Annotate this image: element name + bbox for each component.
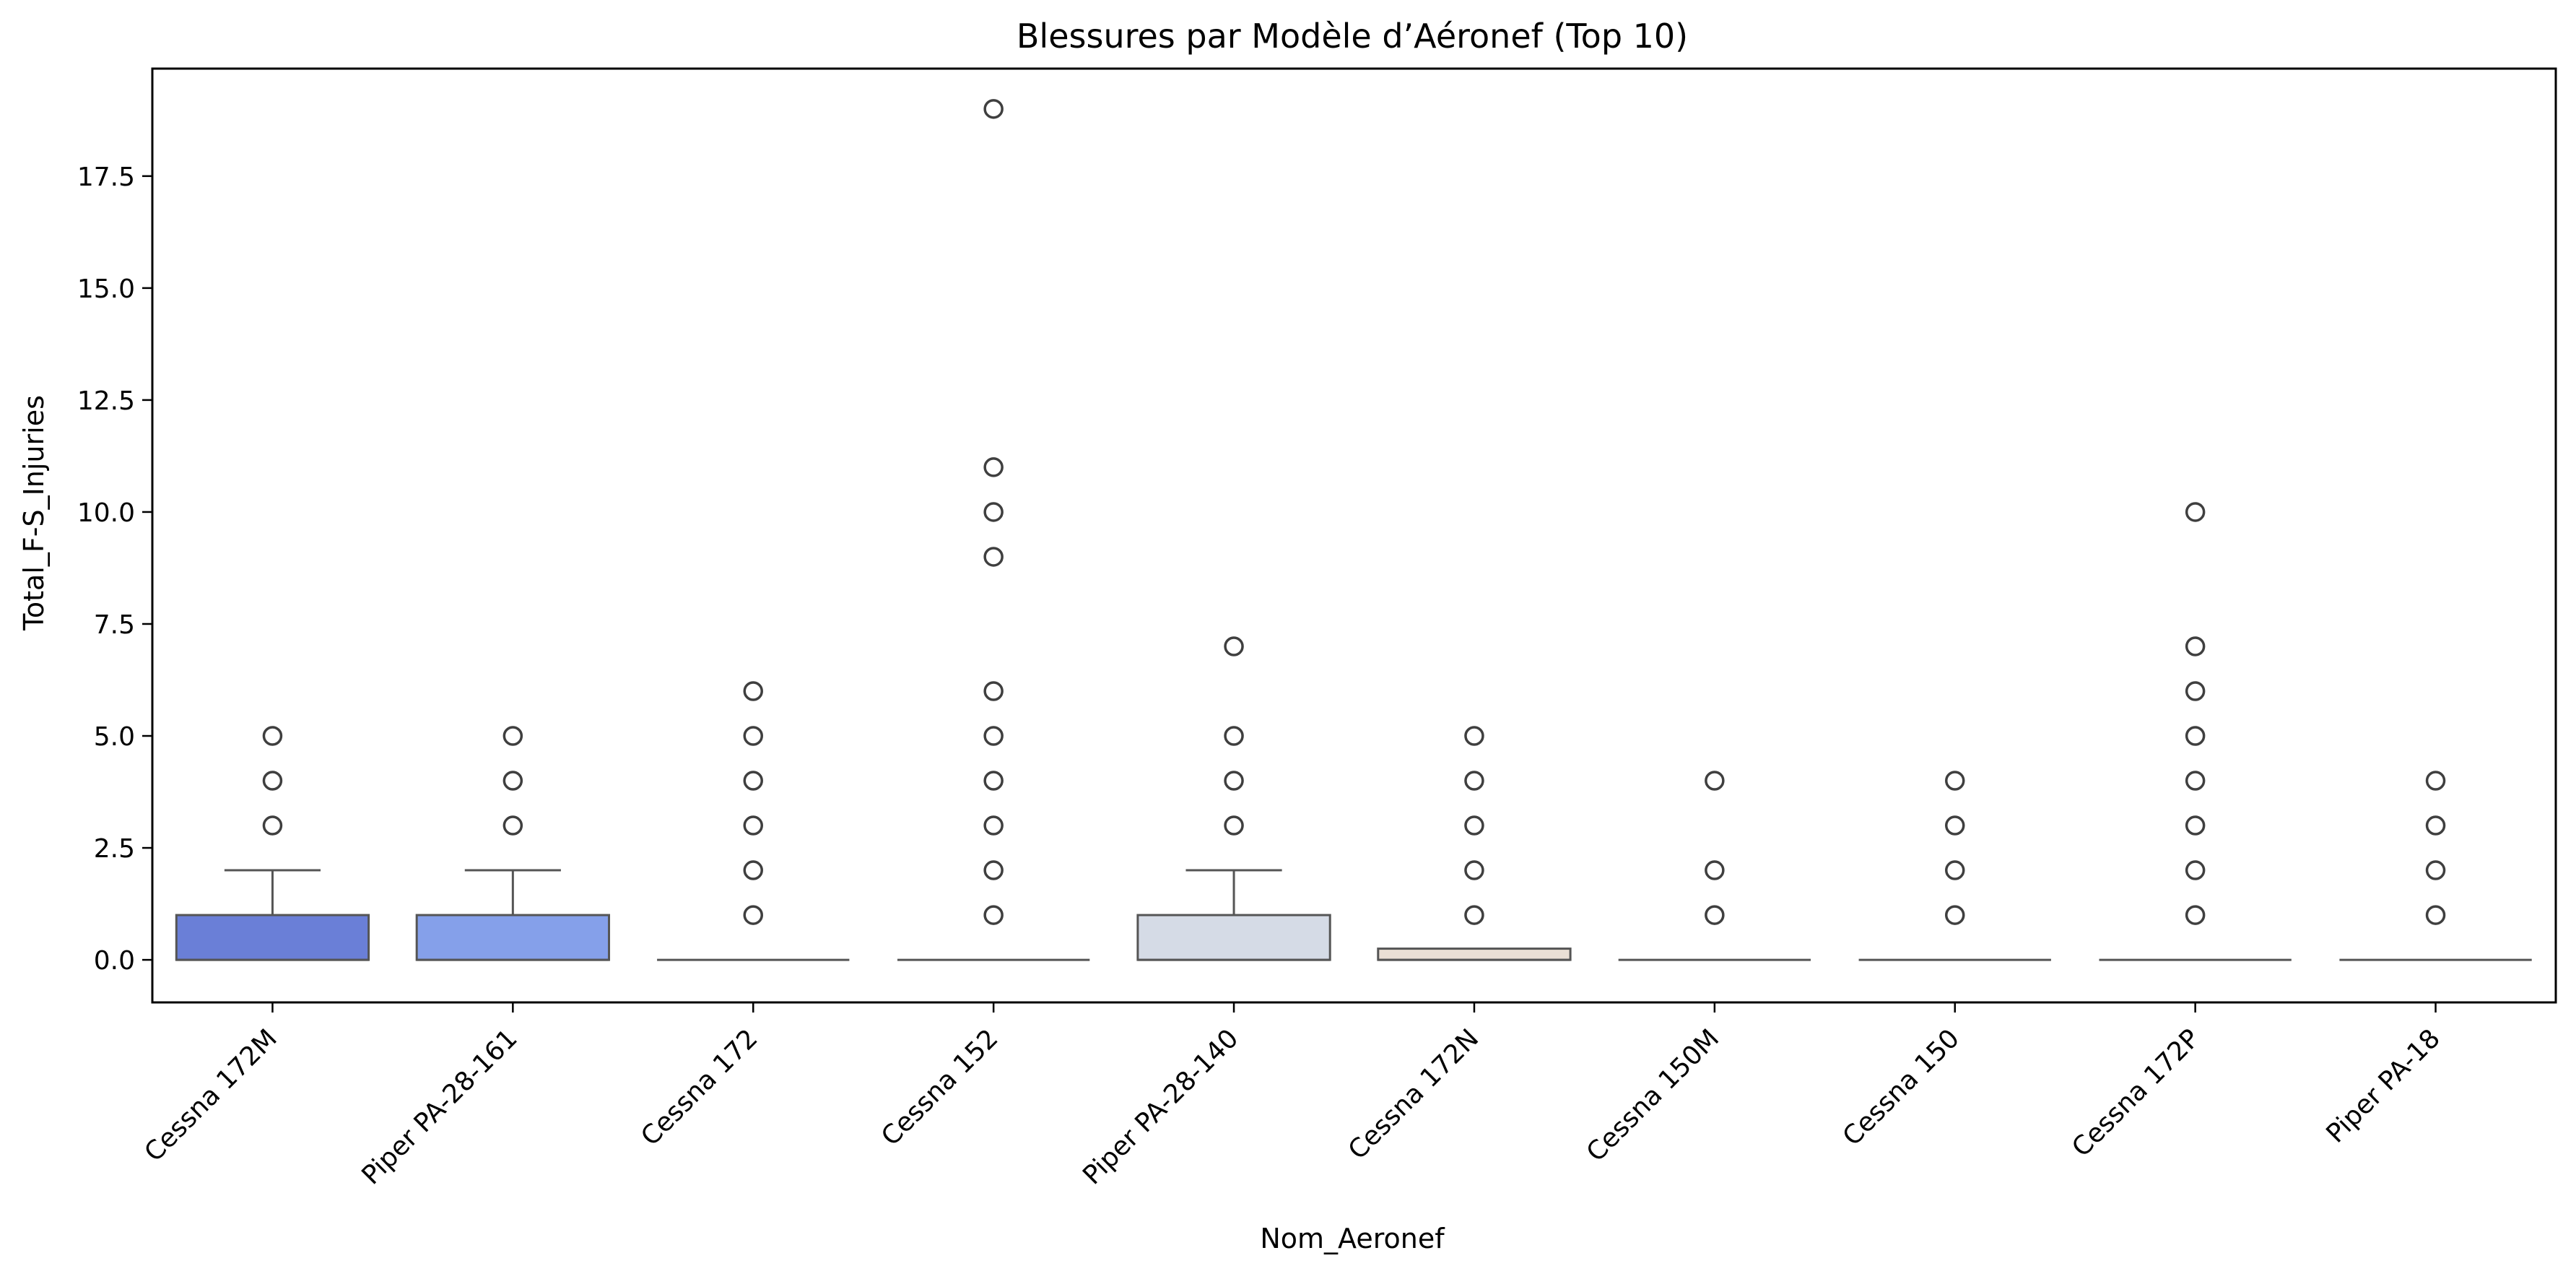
y-tick-label: 17.5 — [77, 162, 135, 192]
outlier-point — [983, 726, 1004, 746]
outlier-point — [2425, 860, 2446, 880]
box-group — [1858, 771, 2051, 961]
box-iqr — [175, 914, 370, 961]
outlier-point — [2185, 860, 2206, 880]
outlier-point — [2185, 771, 2206, 791]
y-tick-label: 7.5 — [94, 610, 135, 640]
x-tick-label: Cessna 172N — [1343, 1023, 1484, 1165]
outlier-point — [1224, 771, 1244, 791]
box-iqr — [1377, 948, 1572, 961]
box-iqr — [1136, 914, 1331, 961]
outlier-point — [743, 815, 763, 836]
outlier-point — [983, 99, 1004, 119]
outlier-point — [743, 905, 763, 925]
outlier-point — [1224, 636, 1244, 656]
outlier-point — [262, 726, 283, 746]
plot-area — [151, 67, 2557, 1004]
x-tick-label: Cessna 150 — [1837, 1023, 1965, 1151]
outlier-point — [983, 860, 1004, 880]
outlier-point — [2185, 636, 2206, 656]
outlier-point — [2185, 726, 2206, 746]
outlier-point — [983, 905, 1004, 925]
outlier-point — [2185, 905, 2206, 925]
outlier-point — [743, 771, 763, 791]
outlier-point — [262, 815, 283, 836]
outlier-point — [983, 681, 1004, 701]
outlier-point — [2425, 771, 2446, 791]
x-tick-label: Cessna 150M — [1581, 1023, 1725, 1167]
y-axis-ticks: 0.0 2.5 5.0 7.5 10.0 12.5 15.0 17.5 — [77, 162, 152, 976]
plot-frame — [151, 67, 2557, 1004]
outlier-point — [1705, 771, 1725, 791]
outlier-point — [983, 547, 1004, 567]
outlier-point — [983, 815, 1004, 836]
outlier-point — [262, 771, 283, 791]
outlier-point — [1464, 905, 1484, 925]
outlier-point — [743, 726, 763, 746]
box-group — [1136, 636, 1331, 961]
outlier-point — [1945, 860, 1965, 880]
x-tick-label: Piper PA-18 — [2321, 1023, 2446, 1148]
box-group — [1377, 726, 1572, 961]
outlier-point — [1945, 905, 1965, 925]
box-group — [657, 681, 850, 961]
chart-title: Blessures par Modèle d’Aéronef (Top 10) — [1017, 17, 1688, 56]
x-tick-label: Cessna 172M — [139, 1023, 282, 1167]
outlier-point — [1945, 815, 1965, 836]
x-axis-ticks: Cessna 172M Piper PA-28-161 Cessna 172 Cess… — [139, 1002, 2446, 1191]
outlier-point — [1224, 815, 1244, 836]
outlier-point — [1464, 860, 1484, 880]
outlier-point — [2185, 502, 2206, 522]
y-tick-label: 0.0 — [94, 946, 135, 976]
outlier-point — [2425, 815, 2446, 836]
x-tick-label: Cessna 172P — [2066, 1023, 2206, 1163]
x-tick-label: Cessna 152 — [876, 1023, 1004, 1151]
y-tick-label: 15.0 — [77, 274, 135, 304]
outlier-point — [1224, 726, 1244, 746]
box-group — [897, 99, 1090, 961]
outlier-point — [1945, 771, 1965, 791]
outlier-point — [1705, 860, 1725, 880]
x-axis-label: Nom_Aeronef — [1260, 1223, 1445, 1254]
outlier-point — [743, 681, 763, 701]
y-tick-label: 5.0 — [94, 722, 135, 752]
outlier-point — [2425, 905, 2446, 925]
outlier-point — [1705, 905, 1725, 925]
box-group — [1618, 771, 1811, 961]
y-axis-label: Total_F-S_Injuries — [18, 395, 50, 631]
outlier-point — [2185, 815, 2206, 836]
box-iqr — [415, 914, 611, 961]
y-tick-label: 10.0 — [77, 498, 135, 528]
outlier-point — [1464, 815, 1484, 836]
outlier-point — [1464, 771, 1484, 791]
outlier-point — [502, 815, 523, 836]
box-group — [175, 726, 370, 961]
x-tick-label: Cessna 172 — [635, 1023, 763, 1151]
outlier-point — [1464, 726, 1484, 746]
outlier-point — [502, 771, 523, 791]
x-tick-label: Piper PA-28-161 — [357, 1023, 523, 1190]
box-group — [2339, 771, 2532, 961]
outlier-point — [502, 726, 523, 746]
box-group — [2099, 502, 2292, 961]
outlier-point — [2185, 681, 2206, 701]
box-group — [415, 726, 611, 961]
y-tick-label: 2.5 — [94, 834, 135, 864]
y-tick-label: 12.5 — [77, 386, 135, 416]
outlier-point — [983, 502, 1004, 522]
outlier-point — [983, 457, 1004, 477]
x-tick-label: Piper PA-28-140 — [1077, 1023, 1244, 1190]
outlier-point — [983, 771, 1004, 791]
outlier-point — [743, 860, 763, 880]
